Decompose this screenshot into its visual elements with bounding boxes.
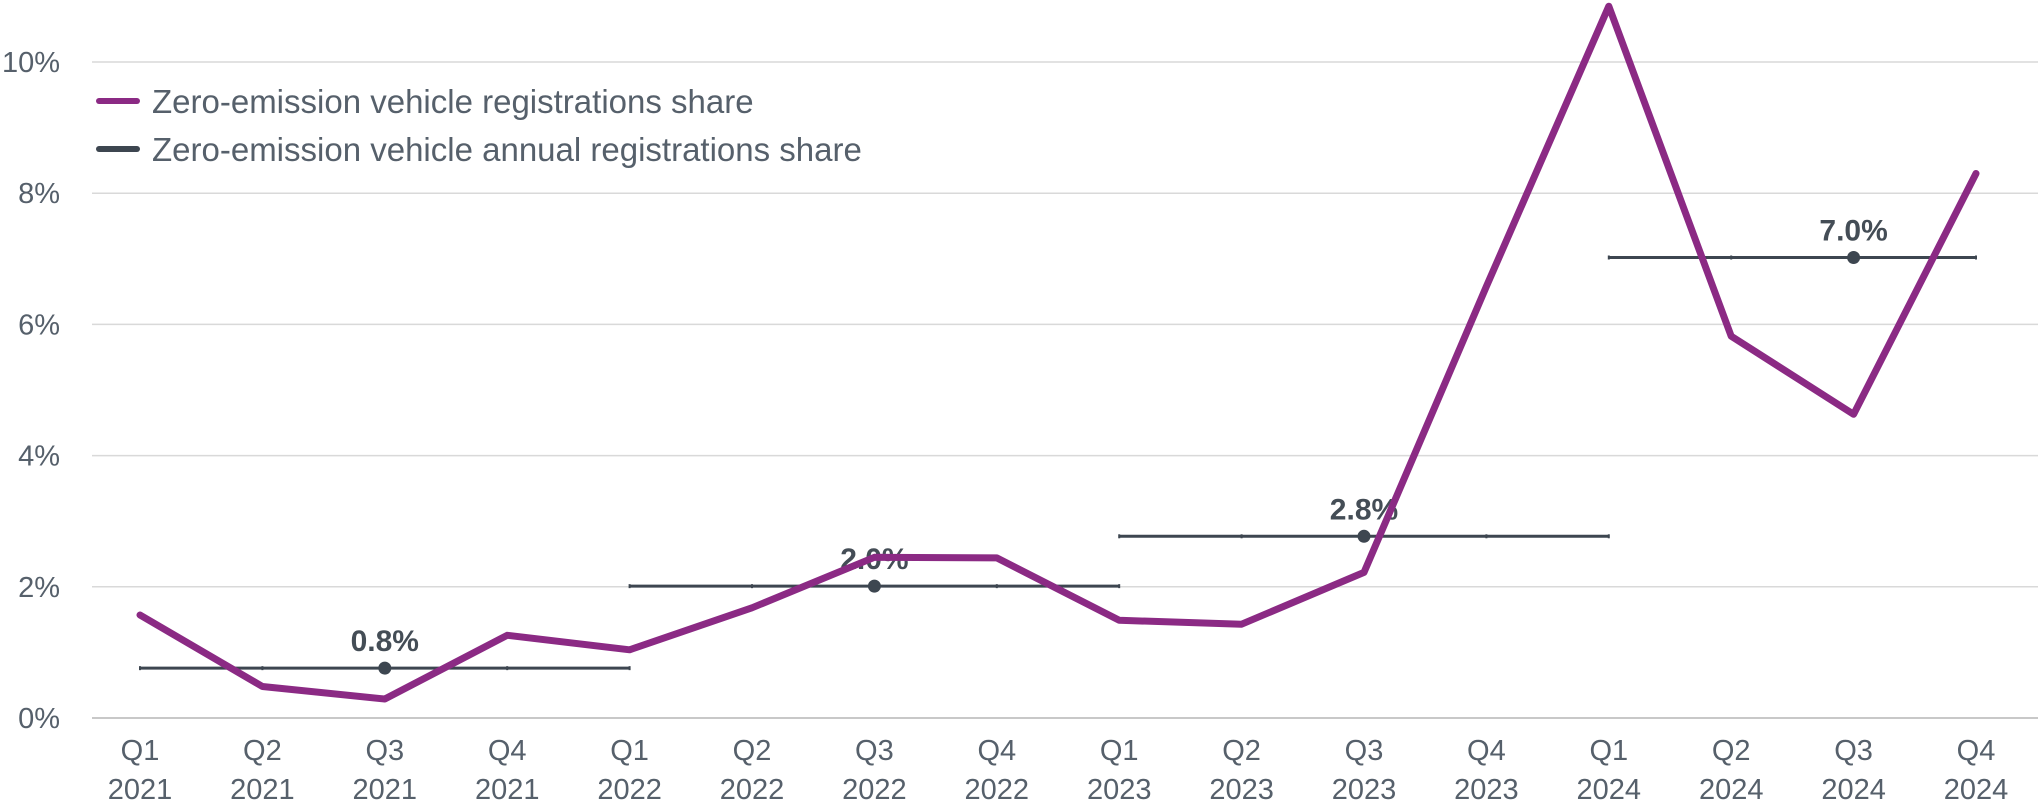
x-tick-label-quarter: Q3	[1345, 735, 1384, 767]
annual-series: 0.8%2.0%2.8%7.0%	[139, 214, 1977, 675]
x-tick-label-year: 2023	[1087, 774, 1152, 806]
annual-value-label: 0.8%	[351, 625, 419, 658]
x-tick-label-quarter: Q4	[977, 735, 1016, 767]
x-tick-label-year: 2023	[1209, 774, 1274, 806]
x-tick-label-quarter: Q1	[1589, 735, 1628, 767]
annual-marker	[1357, 529, 1371, 543]
x-tick-label-quarter: Q2	[1712, 735, 1751, 767]
x-tick-label-year: 2023	[1332, 774, 1397, 806]
annual-marker	[378, 661, 392, 675]
x-tick-label-year: 2024	[1821, 774, 1886, 806]
y-tick-label: 4%	[18, 441, 60, 473]
x-tick-label-quarter: Q4	[1957, 735, 1996, 767]
x-tick-label-year: 2021	[475, 774, 540, 806]
x-tick-label-year: 2022	[597, 774, 662, 806]
quarterly-share-line	[136, 2, 1980, 703]
x-tick-label-year: 2024	[1699, 774, 1764, 806]
x-tick-label-year: 2021	[353, 774, 418, 806]
y-tick-label: 6%	[18, 309, 60, 341]
x-tick-label-quarter: Q1	[1100, 735, 1139, 767]
legend-label-annual: Zero-emission vehicle annual registratio…	[152, 131, 862, 168]
legend-label-quarterly: Zero-emission vehicle registrations shar…	[152, 83, 754, 120]
x-tick-label-year: 2021	[230, 774, 295, 806]
x-tick-label-quarter: Q1	[121, 735, 160, 767]
y-axis-labels: 0% 2% 4% 6% 8% 10%	[2, 47, 60, 735]
y-tick-label: 0%	[18, 703, 60, 735]
x-tick-label-quarter: Q1	[610, 735, 649, 767]
x-tick-label-quarter: Q2	[243, 735, 282, 767]
x-tick-label-quarter: Q2	[1222, 735, 1261, 767]
x-tick-label-quarter: Q3	[855, 735, 894, 767]
gridlines	[92, 61, 2038, 719]
annual-marker	[867, 579, 881, 593]
y-tick-label: 8%	[18, 178, 60, 210]
legend: Zero-emission vehicle registrations shar…	[96, 83, 862, 168]
x-tick-label-year: 2022	[720, 774, 785, 806]
x-tick-label-year: 2021	[108, 774, 173, 806]
y-tick-label: 10%	[2, 47, 60, 79]
x-tick-label-quarter: Q3	[365, 735, 404, 767]
x-tick-label-year: 2022	[965, 774, 1030, 806]
x-tick-label-quarter: Q3	[1834, 735, 1873, 767]
x-axis-labels: Q1 2021 Q2 2021 Q3 2021 Q4 2021 Q1 2022 Q2 2022 Q3 20…	[108, 735, 2009, 806]
x-tick-label-quarter: Q2	[733, 735, 772, 767]
annual-value-label: 7.0%	[1819, 214, 1887, 247]
y-tick-label: 2%	[18, 572, 60, 604]
x-tick-label-year: 2022	[842, 774, 907, 806]
annual-marker	[1847, 250, 1861, 264]
x-tick-label-year: 2023	[1454, 774, 1519, 806]
quarterly-series	[136, 2, 1980, 703]
x-tick-label-quarter: Q4	[1467, 735, 1506, 767]
x-tick-label-quarter: Q4	[488, 735, 527, 767]
x-tick-label-year: 2024	[1944, 774, 2009, 806]
x-tick-label-year: 2024	[1577, 774, 1642, 806]
